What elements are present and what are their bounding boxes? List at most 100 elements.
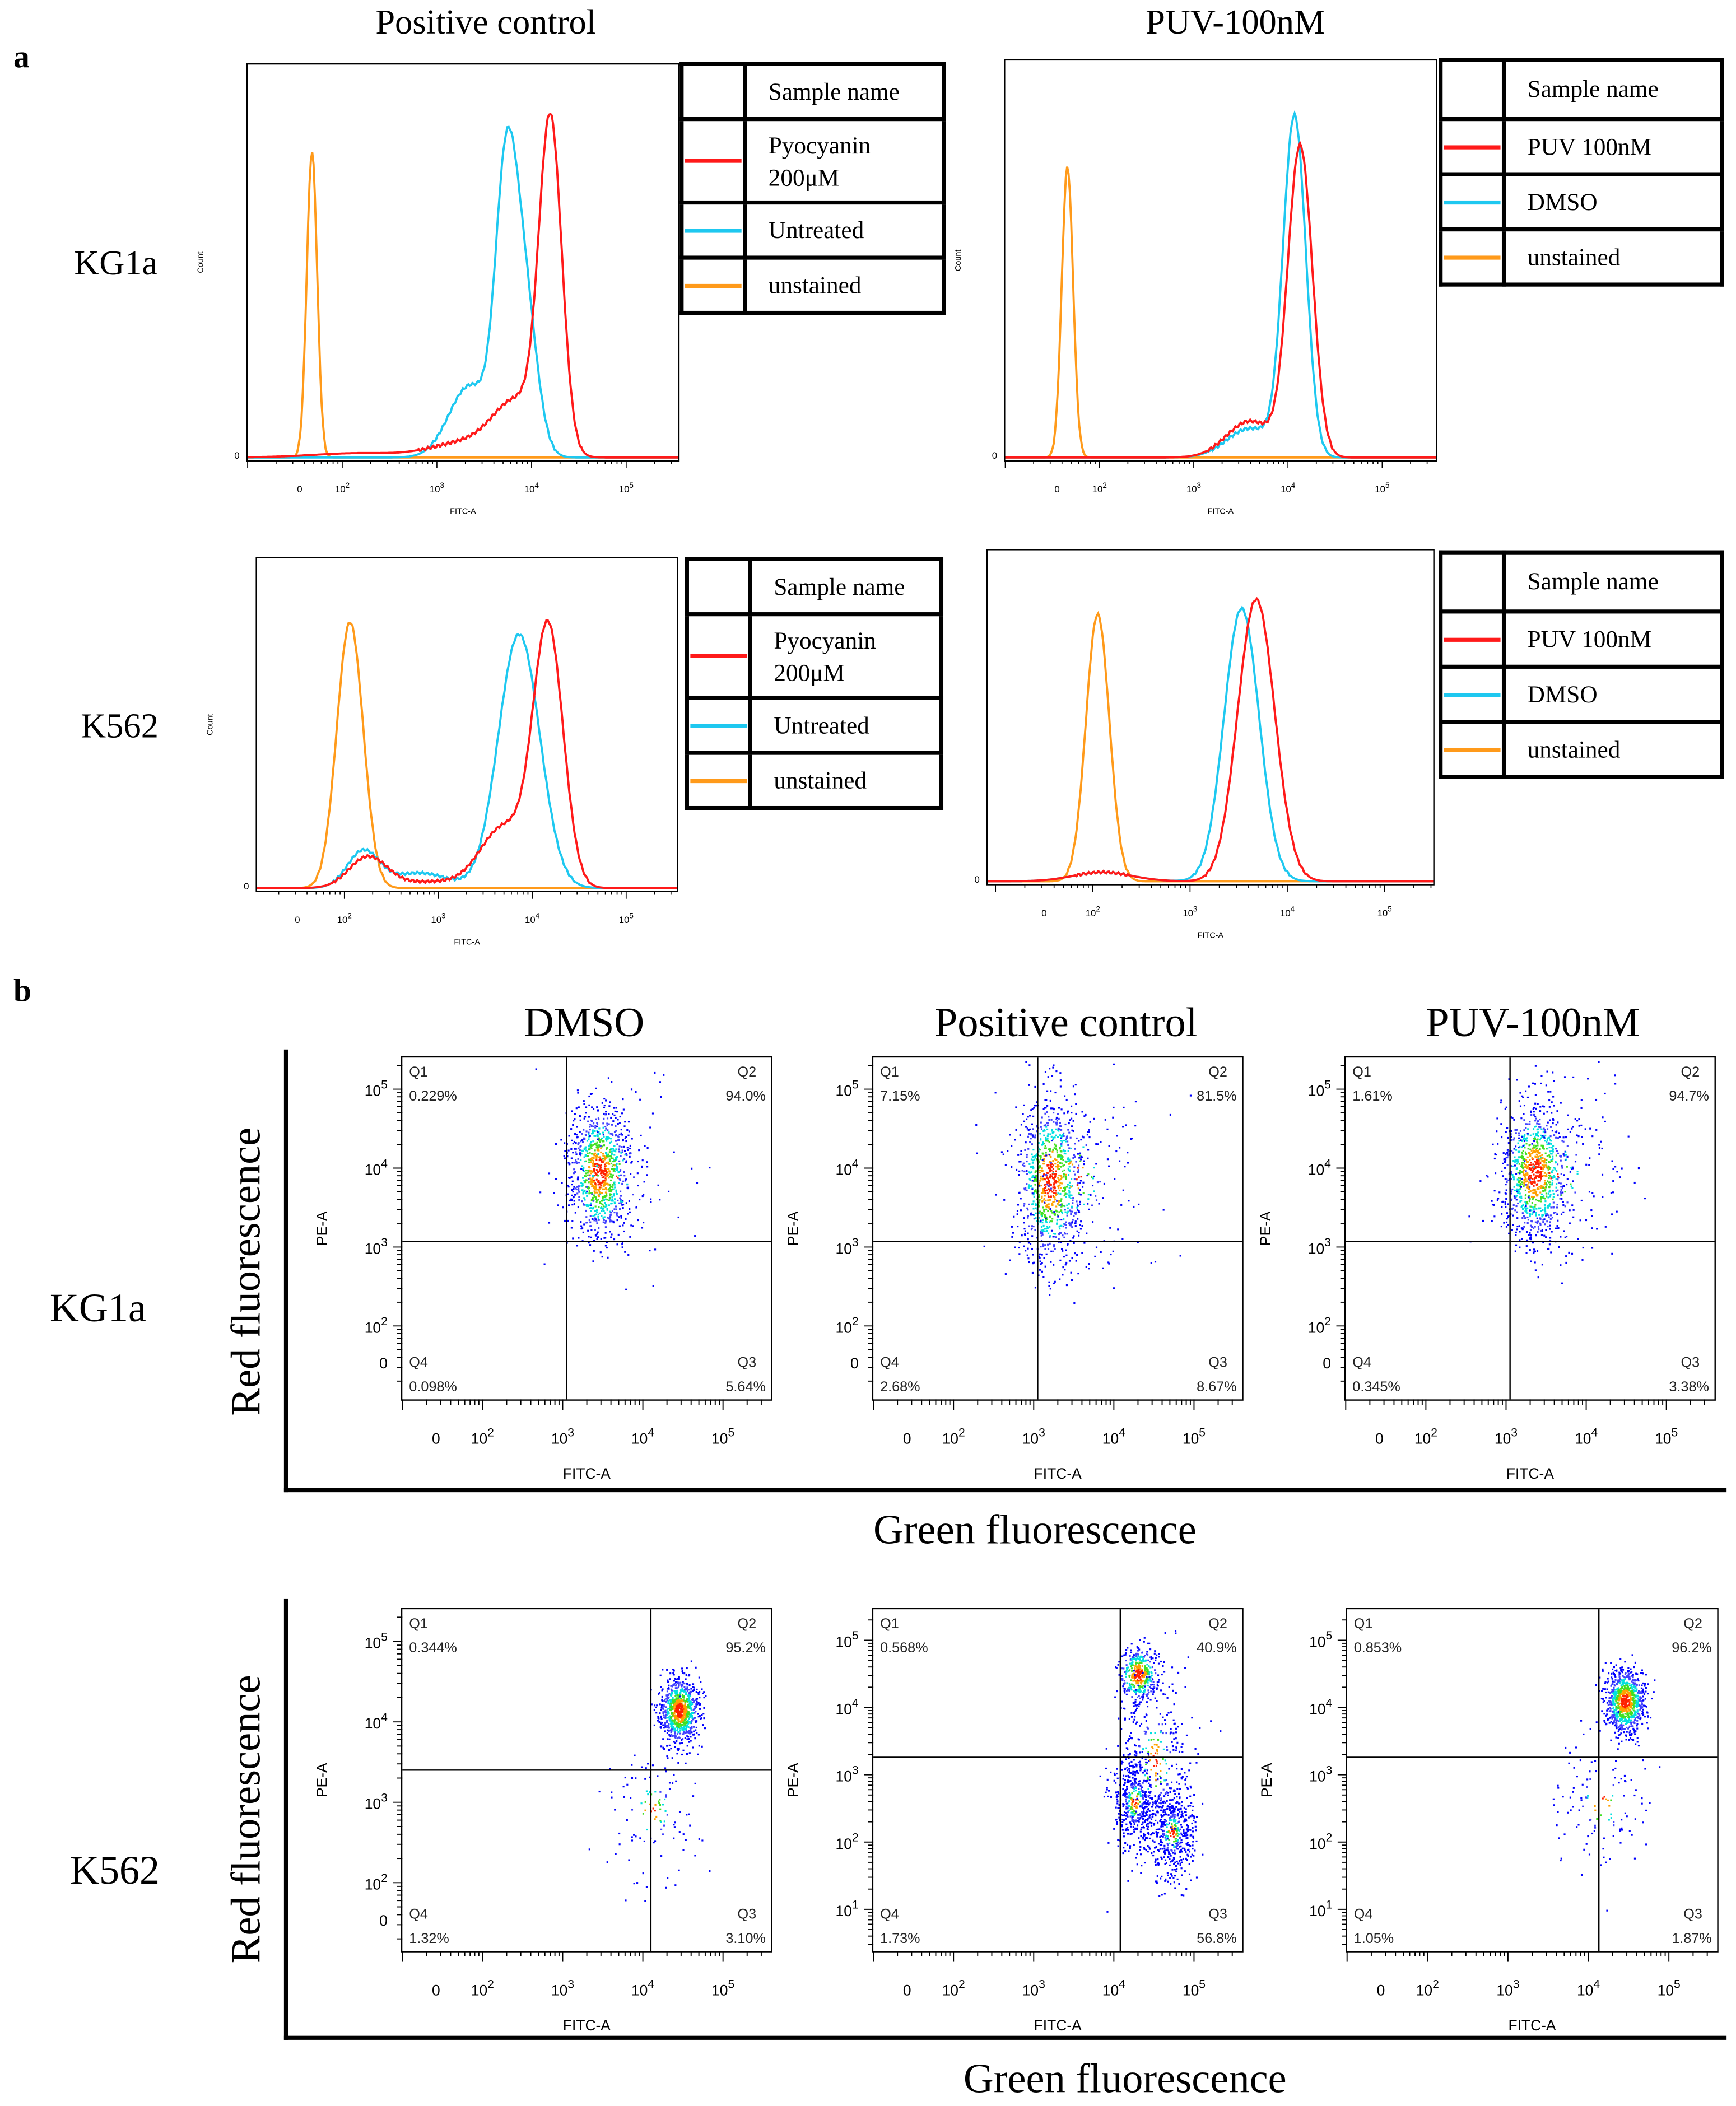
scatter-point	[1553, 1193, 1555, 1195]
scatter-point	[1543, 1175, 1545, 1176]
scatter-point	[1071, 1226, 1073, 1228]
scatter-point	[583, 1232, 584, 1233]
scatter-point	[1543, 1168, 1544, 1170]
scatter-point	[1047, 1244, 1049, 1246]
scatter-point	[605, 1191, 607, 1193]
scatter-point	[1524, 1175, 1526, 1177]
scatter-point	[1045, 1140, 1047, 1141]
scatter-point	[615, 1134, 617, 1136]
scatter-point	[1045, 1228, 1047, 1229]
scatter-point	[676, 1753, 678, 1754]
scatter-point	[608, 1137, 610, 1139]
scatter-point	[1063, 1218, 1064, 1220]
scatter-point	[1507, 1180, 1509, 1181]
scatter-point	[1539, 1180, 1541, 1181]
scatter-point	[1055, 1205, 1057, 1207]
scatter-point	[1062, 1156, 1063, 1158]
scatter-point	[604, 1167, 606, 1169]
scatter-point	[1065, 1139, 1067, 1140]
scatter-point	[1076, 1260, 1077, 1262]
scatter-point	[623, 1222, 625, 1224]
scatter-point	[1046, 1230, 1048, 1232]
scatter-point	[1041, 1128, 1042, 1130]
scatter-point	[602, 1198, 604, 1200]
scatter-point	[585, 1170, 587, 1171]
scatter-point	[1570, 1184, 1571, 1185]
scatter-point	[1116, 1135, 1118, 1136]
legend-item: DMSO	[1441, 667, 1722, 721]
scatter-point	[1598, 1061, 1599, 1063]
scatter-point	[1066, 1099, 1068, 1101]
scatter-point	[1077, 1171, 1079, 1173]
scatter-point	[605, 1176, 607, 1177]
scatter-point	[1533, 1133, 1534, 1135]
legend-item-label: PUV 100nM	[1504, 119, 1722, 174]
scatter-point	[576, 1162, 578, 1164]
scatter-point	[1114, 1697, 1116, 1698]
scatter-point	[1051, 1212, 1053, 1214]
scatter-point	[1544, 1182, 1546, 1184]
scatter-point	[1050, 1175, 1051, 1177]
scatter-point	[574, 1194, 576, 1196]
scatter-point	[984, 1246, 985, 1247]
scatter-point	[1546, 1111, 1548, 1112]
scatter-point	[1028, 1163, 1030, 1165]
scatter-point	[1087, 1149, 1089, 1150]
scatter-point	[644, 1900, 646, 1902]
scatter-point	[599, 1182, 601, 1184]
y-axis-title-row1: Red fluorescence	[222, 1127, 270, 1416]
scatter-point	[1152, 1688, 1154, 1690]
scatter-point	[585, 1179, 587, 1181]
scatter-point	[1515, 1205, 1517, 1207]
scatter-point	[623, 1146, 625, 1148]
scatter-point	[1557, 1110, 1558, 1112]
scatter-point	[1533, 1211, 1535, 1213]
scatter-point	[608, 1204, 610, 1206]
scatter-point	[1022, 1113, 1024, 1115]
scatter-point	[1534, 1177, 1536, 1178]
scatter-point	[1535, 1234, 1537, 1236]
scatter-point	[1548, 1191, 1550, 1192]
scatter-point	[1039, 1185, 1040, 1186]
scatter-point	[1030, 1109, 1032, 1111]
scatter-point	[1064, 1095, 1065, 1097]
scatter-point	[1537, 1154, 1538, 1156]
scatter-point	[1568, 1252, 1570, 1254]
y-tick-label: 104	[1308, 1157, 1331, 1178]
scatter-point	[1054, 1147, 1055, 1149]
scatter-point	[1055, 1236, 1057, 1238]
scatter-point	[674, 1884, 676, 1886]
scatter-point	[1040, 1185, 1042, 1186]
scatter-point	[1090, 1194, 1091, 1196]
scatter-point	[1541, 1194, 1543, 1195]
scatter-point	[1516, 1163, 1518, 1164]
scatter-point	[686, 1753, 688, 1755]
scatter-point	[592, 1215, 594, 1217]
scatter-point	[1080, 1180, 1082, 1181]
quadrant-q4-percent: 1.32%	[409, 1931, 449, 1946]
scatter-point	[1551, 1147, 1553, 1148]
scatter-point	[1518, 1138, 1520, 1139]
scatter-point	[1565, 1205, 1566, 1207]
scatter-point	[1028, 1261, 1030, 1263]
scatter-point	[1565, 1154, 1566, 1156]
scatter-point	[1549, 1194, 1551, 1195]
scatter-point	[1511, 1199, 1512, 1200]
scatter-point	[688, 1689, 690, 1690]
scatter-point	[1058, 1233, 1060, 1234]
scatter-point	[688, 1732, 690, 1734]
scatter-point	[1065, 1264, 1067, 1265]
scatter-point	[597, 1236, 599, 1238]
scatter-point	[1026, 1208, 1028, 1209]
scatter-point	[1040, 1220, 1041, 1222]
quadrant-q3-percent: 3.38%	[1669, 1379, 1709, 1395]
scatter-point	[1564, 1191, 1566, 1192]
scatter-point	[1612, 1191, 1614, 1193]
scatter-point	[1030, 1213, 1031, 1215]
scatter-point	[1069, 1119, 1071, 1121]
scatter-point	[620, 1155, 621, 1157]
scatter-point	[699, 1691, 700, 1693]
scatter-point	[671, 1708, 673, 1709]
